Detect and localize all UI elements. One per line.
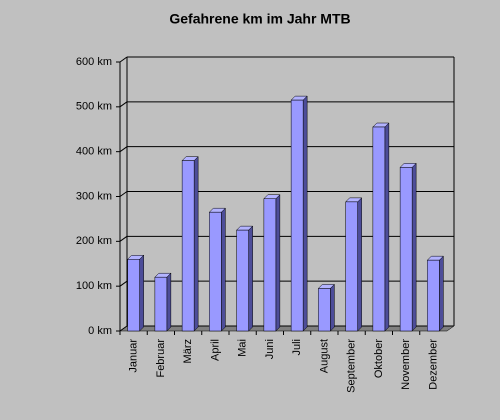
grid-line-side (119, 235, 128, 242)
grid-line-side (119, 191, 128, 197)
y-tick-label: 600 km (76, 56, 112, 68)
bar-side (221, 207, 226, 332)
bar-side (330, 283, 335, 332)
grid-line-side (119, 146, 128, 153)
y-tick-label: 0 km (88, 325, 112, 337)
bar (290, 99, 304, 332)
bar-side (139, 254, 144, 332)
x-tick-label: Mai (237, 339, 249, 357)
grid-line-side (119, 101, 128, 108)
x-tick-label: Januar (128, 339, 140, 373)
x-tick-label: Februar (155, 339, 167, 378)
x-tick-label: Juli (291, 339, 303, 356)
y-tick-label: 200 km (76, 235, 112, 247)
grid-line-side (119, 280, 128, 287)
grid-line-side (119, 325, 128, 332)
bar (372, 126, 386, 332)
y-tick-label: 300 km (76, 190, 112, 202)
bar (263, 198, 277, 332)
bar (318, 288, 331, 332)
bar-side (357, 197, 362, 332)
bar-side (166, 272, 172, 332)
grid-line-side (119, 56, 128, 63)
bar (427, 259, 440, 332)
x-tick-label: August (318, 339, 330, 373)
bar-side (384, 122, 390, 332)
bar (181, 160, 195, 332)
bar (345, 201, 358, 332)
bar (236, 229, 249, 332)
bar-side (275, 194, 281, 332)
x-tick-label: März (182, 339, 194, 363)
x-tick-label: Juni (264, 339, 276, 359)
bar (127, 259, 140, 332)
x-tick-label: Dezember (427, 339, 439, 390)
bar-side (248, 225, 253, 332)
y-tick-label: 100 km (76, 280, 112, 292)
x-tick-label: September (346, 339, 358, 393)
bar-side (411, 162, 417, 332)
y-tick-label: 500 km (76, 101, 112, 113)
bar (209, 211, 222, 332)
bar (399, 167, 413, 332)
bar-side (193, 156, 199, 332)
x-tick-label: Oktober (373, 339, 385, 378)
chart-title: Gefahrene km im Jahr MTB (169, 11, 350, 27)
bar (154, 276, 168, 332)
x-tick-label: November (400, 339, 412, 390)
x-tick-label: April (209, 339, 221, 361)
bar-side (302, 95, 308, 332)
y-tick-label: 400 km (76, 146, 112, 158)
bar-side (439, 255, 444, 332)
